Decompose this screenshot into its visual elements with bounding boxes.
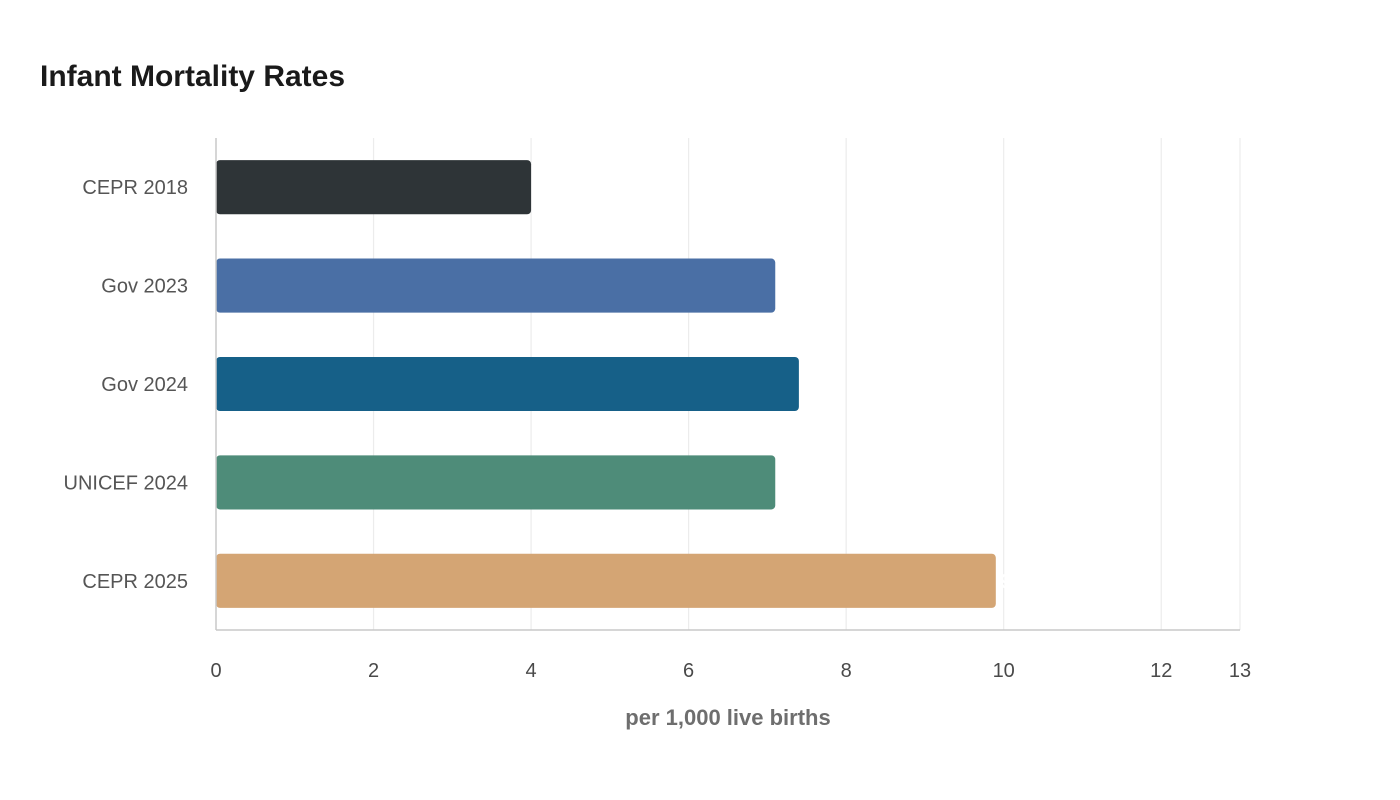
x-tick-label: 0	[210, 660, 221, 682]
bar	[216, 455, 776, 510]
x-tick-label: 12	[1150, 660, 1172, 682]
category-label: Gov 2024	[101, 374, 188, 396]
bar	[216, 553, 996, 608]
bar	[216, 160, 532, 215]
x-tick-label: 2	[368, 660, 379, 682]
bar-value-label: 9.9	[1000, 571, 1028, 593]
bar-value-label: 7.4	[803, 374, 832, 396]
x-tick-label: 8	[841, 660, 852, 682]
bar-value-label: 4.0	[535, 177, 563, 199]
x-tick-label: 13	[1229, 660, 1251, 682]
category-label: UNICEF 2024	[64, 472, 189, 494]
bar	[216, 258, 776, 313]
category-label: Gov 2023	[101, 276, 188, 298]
bar-group: 7.4	[216, 356, 832, 412]
bar-group: 7.1	[216, 455, 807, 510]
x-tick-label: 4	[526, 660, 537, 682]
x-tick-label: 10	[993, 660, 1015, 682]
category-labels: CEPR 2018 Gov 2023 Gov 2024 UNICEF 2024 CEPR…	[64, 177, 189, 593]
bar-group: 9.9	[216, 553, 1028, 608]
category-label: CEPR 2025	[82, 571, 188, 593]
bar-value-label: 7.1	[779, 472, 807, 494]
bars: 4.0 7.1 7.4 7.1 9.9	[216, 160, 1028, 608]
bar	[216, 356, 799, 412]
bar-group: 4.0	[216, 160, 563, 215]
x-tick-labels: 0 2 4 6 8 10 12 13	[210, 660, 1251, 682]
bar-value-label: 7.1	[779, 276, 807, 298]
category-label: CEPR 2018	[82, 177, 188, 199]
bar-group: 7.1	[216, 258, 807, 313]
x-axis-title: per 1,000 live births	[625, 705, 830, 730]
chart-title: Infant Mortality Rates	[40, 60, 346, 93]
x-tick-label: 6	[683, 660, 694, 682]
axes	[215, 138, 1240, 631]
